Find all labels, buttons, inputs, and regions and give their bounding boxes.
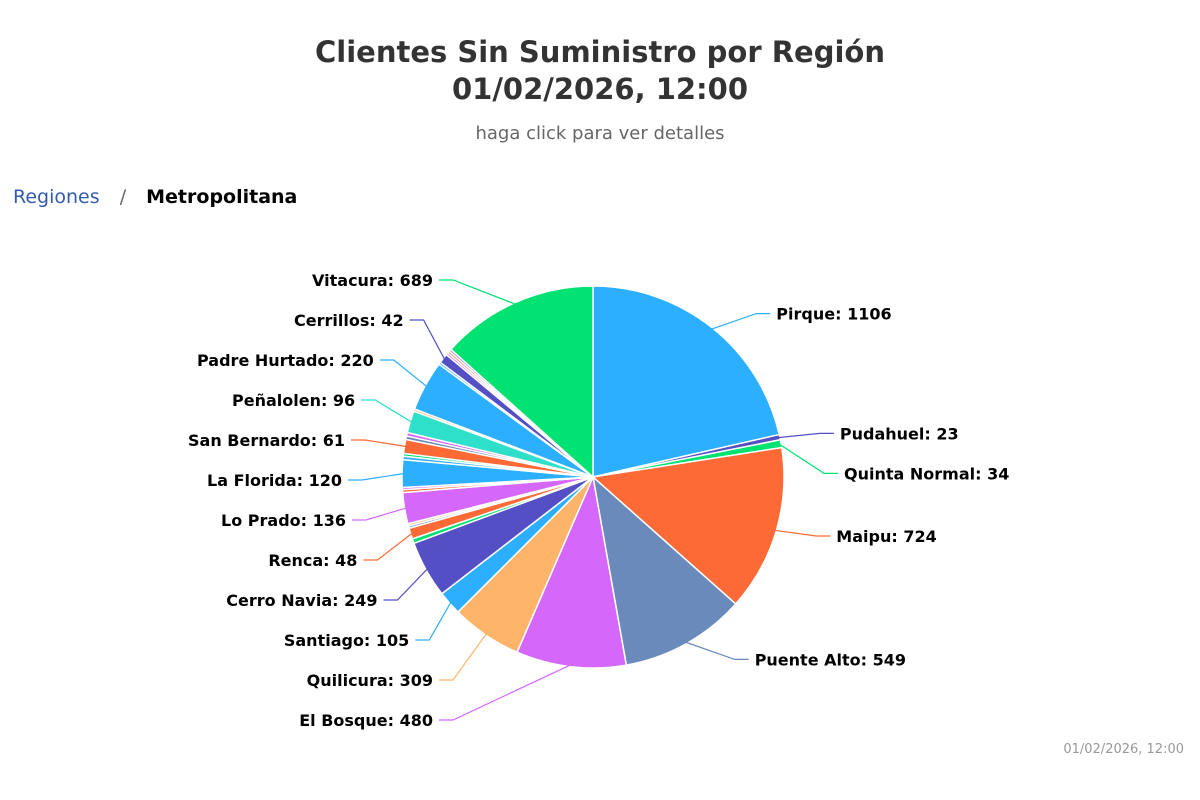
connector-pirque [710,313,771,330]
label-la-florida: La Florida: 120 [207,471,342,490]
slice-vitacura[interactable] [450,285,594,478]
connector-padre-hurtado [379,359,428,388]
connector-la-florida [348,472,405,481]
connector-cerrillos [409,319,446,360]
label-pudahuel: Pudahuel: 23 [840,424,959,443]
breadcrumb-regiones-link[interactable]: Regiones [13,186,100,208]
label-san-bernardo: San Bernardo: 61 [188,431,345,450]
slice-puente-alto[interactable] [592,476,737,666]
label-puente-alto: Puente Alto: 549 [755,650,906,669]
connector-renca [363,532,413,561]
chart-title-line-2: 01/02/2026, 12:00 [451,72,749,106]
label-quilicura: Quilicura: 309 [307,671,433,690]
breadcrumb-current: Metropolitana [146,186,298,208]
connector-quinta-normal [778,443,838,474]
breadcrumb: Regiones / Metropolitana [13,186,297,208]
chart-title: Clientes Sin Suministro por Región 01/02… [0,34,1200,108]
label-cerrillos: Cerrillos: 42 [294,311,404,330]
label-cerro-navia: Cerro Navia: 249 [226,591,377,610]
connector-peñalolen [361,399,413,423]
chart-subtitle: haga click para ver detalles [475,123,725,144]
connector-lo-prado [352,507,407,521]
connector-vitacura [439,279,517,305]
connector-cerro-navia [383,568,429,601]
label-vitacura: Vitacura: 689 [312,271,433,290]
pie-slices [401,285,785,669]
label-renca: Renca: 48 [268,551,357,570]
label-pirque: Pirque: 1106 [776,305,891,324]
connector-santiago [415,601,452,641]
label-quinta-normal: Quinta Normal: 34 [844,464,1009,483]
breadcrumb-separator: / [119,186,127,208]
label-el-bosque: El Bosque: 480 [299,711,433,730]
pie-labels: Pirque: 1106 Pudahuel: 23 Quinta Normal: 3… [188,271,1009,730]
label-lo-prado: Lo Prado: 136 [221,511,346,530]
chart-timestamp: 01/02/2026, 12:00 [1063,742,1184,757]
slice-pirque[interactable] [592,285,780,478]
label-peñalolen: Peñalolen: 96 [232,391,355,410]
connector-quilicura [439,632,488,681]
chart-title-line-1: Clientes Sin Suministro por Región [314,35,885,69]
connector-maipu [774,529,831,537]
connector-el-bosque [439,664,572,721]
connector-puente-alto [685,641,749,661]
connector-pudahuel [777,432,834,439]
connector-san-bernardo [351,439,407,448]
label-santiago: Santiago: 105 [284,631,409,650]
slice-el-bosque[interactable] [516,476,628,669]
label-padre-hurtado: Padre Hurtado: 220 [197,351,374,370]
label-maipu: Maipu: 724 [836,527,936,546]
